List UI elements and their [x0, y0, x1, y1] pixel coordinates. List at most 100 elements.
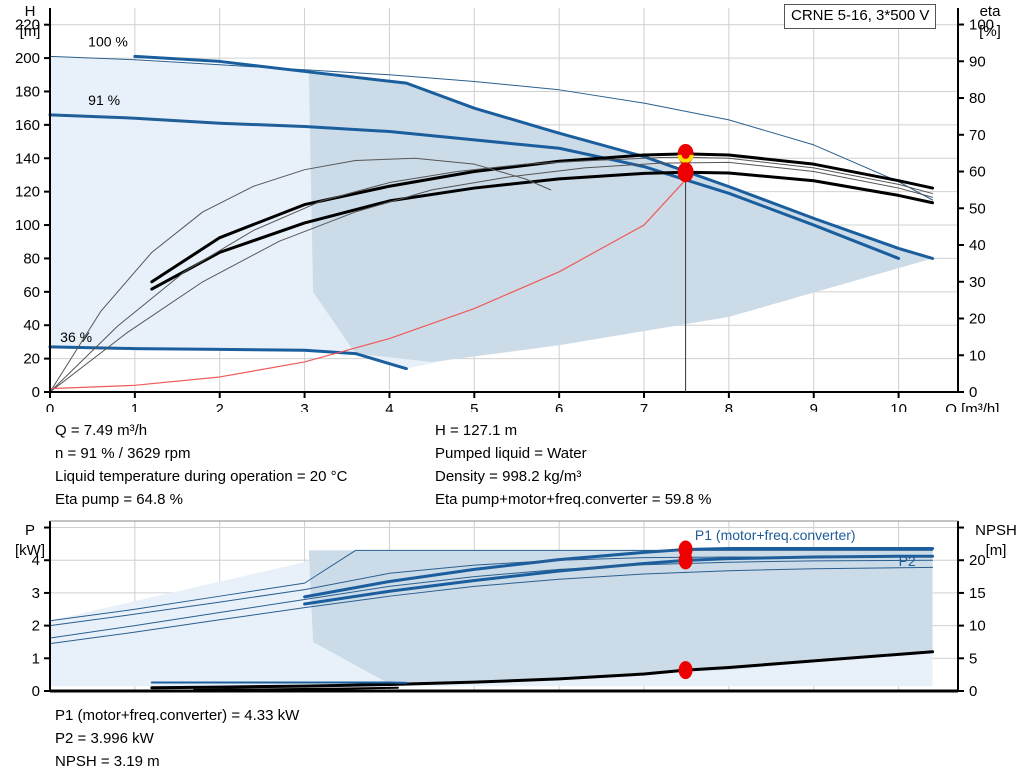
curve-efficiency-thin-family-curve-a — [49, 157, 552, 393]
envelope-area — [308, 550, 933, 684]
axis-title-p-line1: P — [25, 522, 35, 539]
duty-info-left-line-1: Q = 7.49 m³/h — [55, 422, 148, 439]
tick-label-p-3: 3 — [32, 585, 40, 602]
tick-label-p-4: 4 — [32, 552, 40, 569]
duty-point-npsh[interactable] — [678, 661, 693, 680]
tick-label-h-120: 120 — [15, 184, 40, 201]
duty-point-markers — [678, 540, 693, 680]
tick-label-p-1: 1 — [32, 650, 40, 667]
tick-label-npsh-10: 10 — [969, 618, 986, 635]
tick-label-npsh-20: 20 — [969, 552, 986, 569]
axis-title-eta-line1: eta — [980, 3, 1002, 20]
curve-p-thin-family-lower — [49, 559, 934, 639]
tick-label-eta-100: 100 — [969, 17, 994, 34]
duty-point-eta-total[interactable] — [677, 162, 694, 183]
tick-label-eta-0: 0 — [969, 384, 977, 401]
duty-point-markers — [677, 143, 694, 183]
speed-label-1: 91 % — [88, 92, 120, 108]
tick-label-h-80: 80 — [23, 250, 40, 267]
series-label-1: P2 — [899, 553, 916, 569]
tick-label-h-60: 60 — [23, 284, 40, 301]
power-info-block: P1 (motor+freq.converter) = 4.33 kW P2 = … — [55, 704, 299, 773]
operating-envelope — [50, 550, 933, 687]
tick-label-eta-80: 80 — [969, 90, 986, 107]
duty-point-inner-arc — [677, 154, 694, 163]
tick-label-eta-70: 70 — [969, 127, 986, 144]
power-npsh-chart: 0 1 2 3 4 0 5 10 15 20 P [kW] NPSH [m] P1 (motor+freq.… — [0, 513, 1024, 708]
axis-title-h-line2: [m] — [20, 23, 41, 40]
envelope-area — [308, 71, 933, 362]
curve-head-91-speed-thin-part — [49, 114, 306, 128]
curve-efficiency-pump-motor-freq-converter-right-axis- — [150, 170, 935, 291]
axis-title-q: Q [m³/h] — [945, 401, 999, 412]
curve-head-envelope-outer-max-speed-flattened- — [133, 54, 935, 260]
head-efficiency-chart: 0 20 40 60 80 100 120 140 160 180 200 220 0 10 20 30 40 5… — [15, 3, 1002, 412]
tick-label-p-0: 0 — [32, 683, 40, 700]
axis-title-npsh-line1: NPSH — [975, 522, 1017, 539]
curve-p-thin-family-lowest — [49, 566, 934, 645]
tick-label-eta-40: 40 — [969, 237, 986, 254]
tick-label-eta-50: 50 — [969, 200, 986, 217]
power-info-line-3: NPSH = 3.19 m — [55, 753, 160, 770]
curve-efficiency-thin-family-curve-c — [49, 161, 934, 393]
axis-title-p-line2: [kW] — [15, 542, 45, 559]
tick-label-p-2: 2 — [32, 618, 40, 635]
tick-label-q-2: 2 — [216, 401, 224, 412]
curve-npsh-right-axis- — [150, 650, 935, 690]
tick-label-npsh-5: 5 — [969, 650, 977, 667]
tick-label-h-140: 140 — [15, 150, 40, 167]
duty-info-left: Q = 7.49 m³/h n = 91 % / 3629 rpm Liquid t… — [55, 419, 347, 511]
tick-label-eta-20: 20 — [969, 311, 986, 328]
axis-title-eta-line2: [%] — [979, 23, 1001, 40]
tick-label-h-0: 0 — [32, 384, 40, 401]
speed-label-0: 100 % — [88, 33, 128, 49]
axis-title-npsh-line2: [m] — [986, 542, 1007, 559]
tick-label-q-8: 8 — [725, 401, 733, 412]
duty-info-right-line-4: Eta pump+motor+freq.converter = 59.8 % — [435, 491, 712, 508]
curve-p1-max-speed-thin — [49, 549, 934, 622]
axes — [44, 520, 964, 693]
model-title-box: CRNE 5-16, 3*500 V — [784, 4, 937, 29]
tick-label-npsh-15: 15 — [969, 585, 986, 602]
tick-label-npsh-0: 0 — [969, 683, 977, 700]
tick-label-q-10: 10 — [890, 401, 907, 412]
curves — [49, 546, 935, 691]
tick-label-h-100: 100 — [15, 217, 40, 234]
tick-label-q-4: 4 — [385, 401, 393, 412]
tick-label-q-3: 3 — [300, 401, 308, 412]
tick-label-q-7: 7 — [640, 401, 648, 412]
curve-efficiency-thin-family-curve-b — [49, 156, 934, 393]
operating-envelope — [50, 56, 933, 369]
curve-head-100-speed-envelope-top- — [49, 55, 934, 201]
tick-label-eta-90: 90 — [969, 53, 986, 70]
axis-title-h-line1: H — [25, 3, 36, 20]
curve-efficiency-pump-eta-right-axis- — [150, 152, 935, 284]
series-label-0: P1 (motor+freq.converter) — [695, 527, 856, 543]
duty-info-right-line-3: Density = 998.2 kg/m³ — [435, 468, 582, 485]
power-info-line-2: P2 = 3.996 kW — [55, 730, 154, 747]
power-npsh-plot: 0 1 2 3 4 0 5 10 15 20 P [kW] NPSH [m] P1 (motor+freq.… — [15, 520, 1017, 700]
duty-info-right-line-1: H = 127.1 m — [435, 422, 518, 439]
curves — [48, 54, 935, 393]
duty-info-left-line-4: Eta pump = 64.8 % — [55, 491, 183, 508]
power-info-line-1: P1 (motor+freq.converter) = 4.33 kW — [55, 707, 300, 724]
head-efficiency-plot: 0204060801001201401601802002200102030405… — [15, 3, 1002, 412]
tick-label-h-20: 20 — [23, 351, 40, 368]
tick-label-q-5: 5 — [470, 401, 478, 412]
tick-label-eta-30: 30 — [969, 274, 986, 291]
tick-label-eta-60: 60 — [969, 164, 986, 181]
tick-label-h-200: 200 — [15, 50, 40, 67]
tick-label-h-220: 220 — [15, 17, 40, 34]
speed-label-2: 36 % — [60, 329, 92, 345]
duty-info-left-line-2: n = 91 % / 3629 rpm — [55, 445, 191, 462]
tick-label-q-1: 1 — [131, 401, 139, 412]
tick-label-h-40: 40 — [23, 317, 40, 334]
duty-point-p2[interactable] — [678, 551, 693, 570]
duty-info-left-line-3: Liquid temperature during operation = 20… — [55, 468, 348, 485]
curve-p2-max-speed-thin — [49, 556, 934, 627]
tick-label-q-9: 9 — [810, 401, 818, 412]
tick-label-q-0: 0 — [46, 401, 54, 412]
curve-system-resistance-curve-red- — [49, 179, 687, 390]
curve-head-36-speed-envelope-bottom- — [48, 345, 408, 371]
